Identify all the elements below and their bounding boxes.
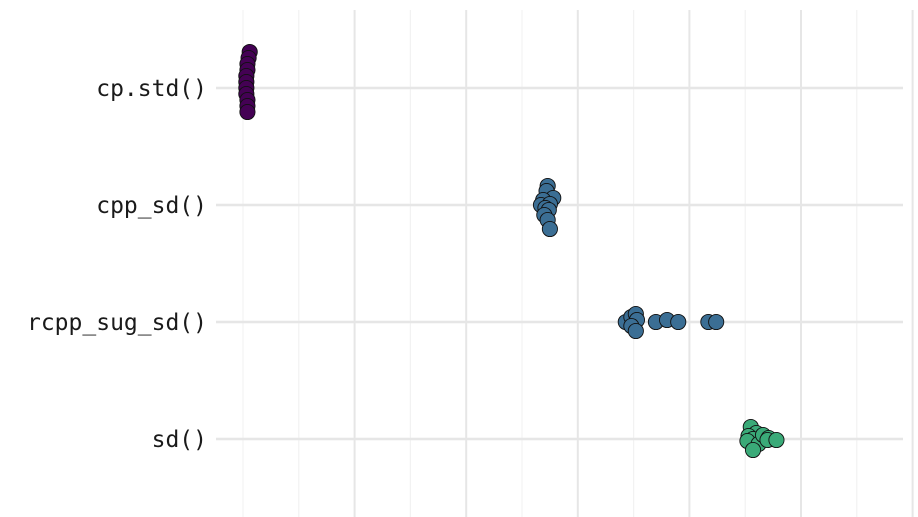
data-point [670, 313, 687, 331]
data-point [708, 313, 725, 331]
data-point [768, 431, 785, 449]
y-tick-label: sd() [152, 427, 207, 453]
y-axis-labels: cp.std() cpp_sd() rcpp_sug_sd() sd() [27, 76, 207, 453]
y-tick-label: rcpp_sug_sd() [27, 310, 207, 336]
major-gridlines [216, 10, 914, 517]
data-point [541, 220, 558, 238]
y-tick-label: cp.std() [96, 76, 207, 102]
data-point [744, 441, 762, 459]
data-point [627, 322, 644, 340]
data-point [239, 103, 256, 121]
data-points [238, 43, 785, 459]
y-tick-label: cpp_sd() [96, 193, 207, 219]
